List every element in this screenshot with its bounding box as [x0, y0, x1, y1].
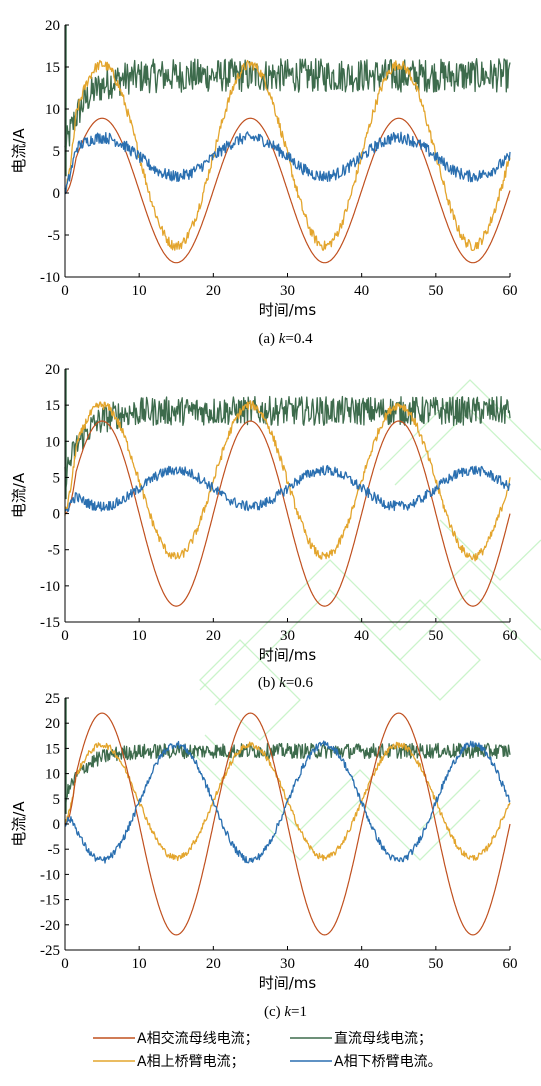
x-tick-label: 0: [61, 283, 69, 299]
panel-caption: (b) k=0.6: [258, 675, 314, 691]
panel-caption: (a) k=0.4: [258, 331, 313, 347]
series-line-lower: [64, 464, 511, 513]
legend-label: A相下桥臂电流。: [334, 1054, 442, 1070]
x-axis-label: 时间/ms: [259, 301, 317, 319]
series-line-ac: [64, 117, 511, 264]
legend-label: A相上桥臂电流；: [137, 1054, 245, 1070]
x-tick-label: 40: [354, 956, 369, 972]
x-tick-label: 50: [428, 628, 443, 644]
panel-caption: (c) k=1: [264, 1004, 307, 1020]
y-tick-label: 20: [45, 716, 60, 732]
y-axis-label: 电流/A: [10, 472, 28, 518]
series-line-lower: [64, 740, 511, 864]
series-line-upper: [64, 400, 511, 562]
y-tick-label: -15: [40, 893, 60, 909]
legend-item-lower: A相下桥臂电流。: [290, 1054, 442, 1070]
series-line-ac: [64, 420, 511, 607]
x-tick-label: 10: [132, 283, 147, 299]
x-tick-label: 20: [206, 956, 221, 972]
series-line-ac: [64, 712, 511, 936]
y-tick-label: 20: [45, 362, 60, 378]
series-line-lower: [64, 131, 511, 195]
x-tick-label: 20: [206, 628, 221, 644]
y-tick-label: -15: [40, 615, 60, 631]
y-axis-label: 电流/A: [10, 128, 28, 174]
y-tick-label: 10: [45, 102, 60, 118]
x-tick-label: 50: [428, 956, 443, 972]
y-tick-label: -10: [40, 270, 60, 286]
legend-label: 直流母线电流；: [334, 1030, 432, 1047]
y-tick-label: 5: [53, 470, 61, 486]
series-line-dc: [64, 742, 511, 805]
y-axis-label: 电流/A: [10, 801, 28, 847]
y-tick-label: -10: [40, 867, 60, 883]
y-tick-label: 0: [53, 186, 61, 202]
y-tick-label: -10: [40, 579, 60, 595]
series-line-dc: [64, 58, 511, 156]
x-tick-label: 60: [503, 628, 518, 644]
y-tick-label: -20: [40, 918, 60, 934]
y-tick-label: -5: [48, 228, 61, 244]
legend: A相交流母线电流； 直流母线电流； A相上桥臂电流； A相下桥臂电流。: [93, 1030, 442, 1070]
y-tick-label: -5: [48, 842, 61, 858]
x-tick-label: 0: [61, 628, 69, 644]
x-tick-label: 60: [503, 956, 518, 972]
x-axis-label: 时间/ms: [259, 646, 317, 664]
y-tick-label: 5: [53, 792, 61, 808]
legend-item-ac: A相交流母线电流；: [93, 1030, 259, 1047]
x-tick-label: 40: [354, 628, 369, 644]
chart-panel: 0 10 20 30 40 50 60 -15 -10 -5 0 5 10 15 20 时间/ms 电流/A (b…: [10, 362, 518, 691]
chart-panel: 0 10 20 30 40 50 60 -25 -20 -15 -10 -5 0 5 10 15 20 25 时间/…: [10, 691, 518, 1020]
legend-item-upper: A相上桥臂电流；: [93, 1054, 245, 1070]
x-tick-label: 30: [280, 283, 295, 299]
x-axis-label: 时间/ms: [259, 974, 317, 992]
y-tick-label: 25: [45, 691, 60, 707]
y-tick-label: -25: [40, 943, 60, 959]
y-tick-label: 15: [45, 741, 60, 757]
legend-item-dc: 直流母线电流；: [290, 1030, 432, 1047]
y-tick-label: 0: [53, 817, 61, 833]
x-tick-label: 30: [280, 956, 295, 972]
x-tick-label: 30: [280, 628, 295, 644]
y-tick-label: 0: [53, 507, 61, 523]
series-line-dc: [64, 395, 511, 490]
x-tick-label: 60: [503, 283, 518, 299]
y-tick-label: 5: [53, 144, 61, 160]
legend-label: A相交流母线电流；: [137, 1030, 259, 1047]
y-tick-label: 15: [45, 60, 60, 76]
chart-panel: 0 10 20 30 40 50 60 -10 -5 0 5 10 15 20 时间/ms 电流/A (a) k…: [10, 18, 518, 347]
x-tick-label: 50: [428, 283, 443, 299]
x-tick-label: 0: [61, 956, 69, 972]
y-tick-label: -5: [48, 543, 61, 559]
y-tick-label: 15: [45, 398, 60, 414]
x-tick-label: 40: [354, 283, 369, 299]
y-tick-label: 10: [45, 434, 60, 450]
y-tick-label: 20: [45, 18, 60, 34]
x-tick-label: 10: [132, 628, 147, 644]
y-tick-label: 10: [45, 767, 60, 783]
watermark: [189, 379, 541, 861]
x-tick-label: 10: [132, 956, 147, 972]
x-tick-label: 20: [206, 283, 221, 299]
